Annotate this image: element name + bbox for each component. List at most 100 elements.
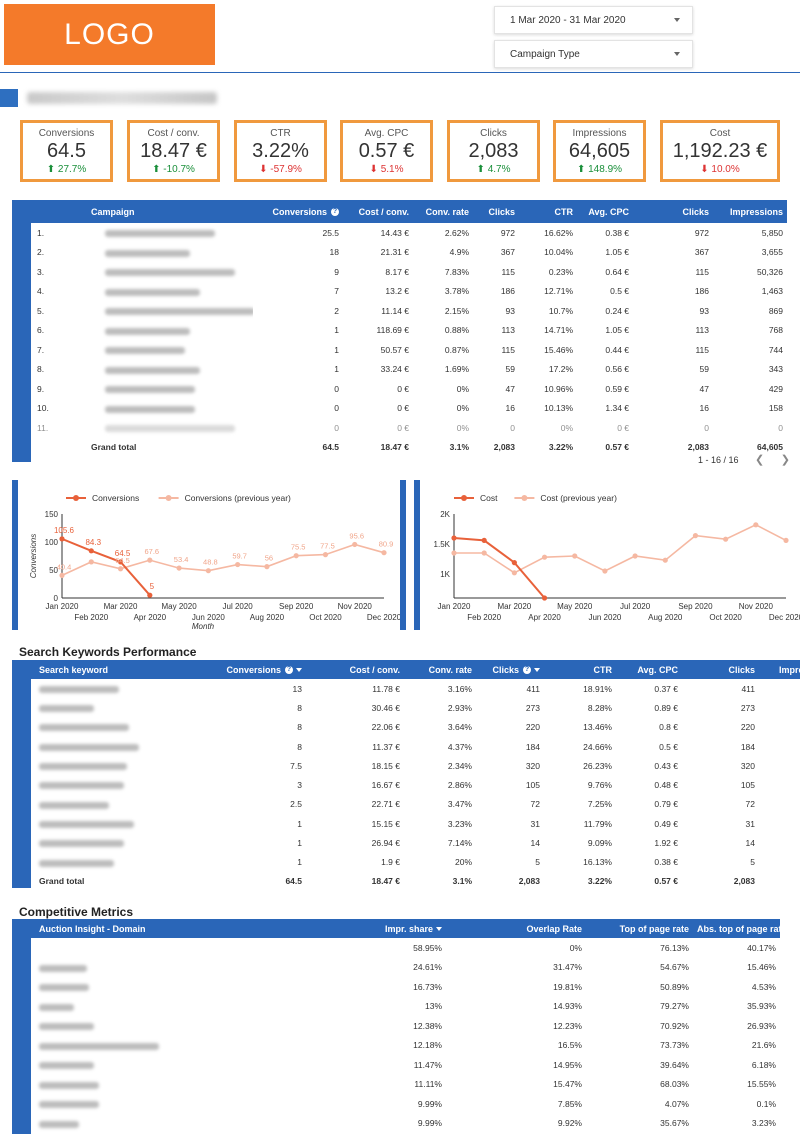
data-point[interactable] xyxy=(176,565,182,571)
data-point[interactable] xyxy=(293,553,299,559)
data-point[interactable] xyxy=(692,533,699,539)
data-point[interactable] xyxy=(117,559,124,565)
info-icon[interactable]: ? xyxy=(331,208,340,217)
campaign-type-dropdown[interactable]: Campaign Type xyxy=(494,40,693,68)
table-row[interactable]: 12.18% 16.5% 73.73% 21.6% xyxy=(31,1036,780,1056)
table-row[interactable]: 11.00 €0%00%0 €000 € xyxy=(31,418,787,438)
date-range-dropdown[interactable]: 1 Mar 2020 - 31 Mar 2020 xyxy=(494,6,693,34)
data-point[interactable] xyxy=(541,554,548,560)
column-header[interactable]: Avg. CPC xyxy=(577,200,633,223)
data-point[interactable] xyxy=(481,537,487,543)
data-point[interactable] xyxy=(381,550,387,556)
column-header[interactable]: Clicks xyxy=(633,200,713,223)
table-row[interactable]: 11.47% 14.95% 39.64% 6.18% xyxy=(31,1055,780,1075)
column-header[interactable]: Impressions xyxy=(759,660,800,679)
column-header[interactable]: Conv. rate xyxy=(404,660,476,679)
column-header[interactable]: Impressions xyxy=(713,200,787,223)
sort-desc-icon[interactable] xyxy=(534,668,540,673)
sort-desc-icon[interactable] xyxy=(296,668,302,673)
table-row[interactable]: 12.38% 12.23% 70.92% 26.93% xyxy=(31,1016,780,1036)
table-row[interactable]: 2.5 22.71 € 3.47% 72 7.25% 0.79 € 72 993 xyxy=(31,795,800,814)
table-row[interactable]: 1 1.9 € 20% 5 16.13% 0.38 € 5 31 xyxy=(31,853,800,872)
data-point[interactable] xyxy=(511,570,517,576)
data-point[interactable] xyxy=(541,595,548,601)
info-icon[interactable]: ? xyxy=(523,666,531,675)
data-point[interactable] xyxy=(511,560,517,566)
legend-item[interactable]: Cost (previous year) xyxy=(514,493,617,503)
table-row[interactable]: 1. 25.5 14.43 € 2.62% 972 16.62% 0.38 € 972 5,85… xyxy=(31,223,787,243)
data-point[interactable] xyxy=(602,568,608,574)
table-row[interactable]: 16.73% 19.81% 50.89% 4.53% xyxy=(31,977,780,997)
column-header[interactable]: Campaign xyxy=(31,200,253,223)
data-point[interactable] xyxy=(753,522,759,528)
column-header[interactable]: Conversions? xyxy=(253,200,343,223)
column-header[interactable]: Abs. top of page rate xyxy=(693,919,787,938)
column-header[interactable]: Conversions? xyxy=(196,660,306,679)
table-row[interactable]: 8 11.37 € 4.37% 184 24.66% 0.5 € 184 746 xyxy=(31,737,800,756)
column-header[interactable]: Cost / conv. xyxy=(343,200,413,223)
data-point[interactable] xyxy=(59,536,65,542)
data-point[interactable] xyxy=(147,557,153,563)
legend-item[interactable]: Conversions (previous year) xyxy=(158,493,291,503)
data-point[interactable] xyxy=(264,564,270,570)
table-row[interactable]: 58.95% 0% 76.13% 40.17% xyxy=(31,938,780,958)
data-point[interactable] xyxy=(147,592,153,598)
legend-item[interactable]: Cost xyxy=(454,493,498,503)
column-header[interactable]: Clicks xyxy=(473,200,519,223)
data-point[interactable] xyxy=(451,550,457,556)
column-header[interactable]: Top of page rate xyxy=(586,919,693,938)
data-point[interactable] xyxy=(632,553,638,559)
sort-desc-icon[interactable] xyxy=(436,927,442,932)
next-page-icon[interactable]: ❯ xyxy=(780,454,790,466)
column-header[interactable]: Search keyword xyxy=(31,660,196,679)
data-point[interactable] xyxy=(572,553,578,559)
column-header[interactable]: Clicks? xyxy=(476,660,544,679)
data-point[interactable] xyxy=(451,535,457,541)
table-row[interactable]: 24.61% 31.47% 54.67% 15.46% xyxy=(31,958,780,978)
column-header[interactable]: Conv. rate xyxy=(413,200,473,223)
data-point[interactable] xyxy=(117,566,124,572)
data-point[interactable] xyxy=(723,536,729,542)
data-point[interactable] xyxy=(783,537,789,543)
column-header[interactable]: Auction Insight - Domain xyxy=(31,919,281,938)
data-point[interactable] xyxy=(322,552,329,558)
data-point[interactable] xyxy=(352,541,358,548)
table-row[interactable]: 9.99% 7.85% 4.07% 0.1% xyxy=(31,1094,780,1114)
data-point[interactable] xyxy=(88,548,94,554)
column-header[interactable]: Avg. CPC xyxy=(616,660,682,679)
data-point[interactable] xyxy=(481,550,487,556)
table-row[interactable]: 11.11% 15.47% 68.03% 15.55% xyxy=(31,1075,780,1095)
table-row[interactable]: 8 30.46 € 2.93% 273 8.28% 0.89 € 273 3,297 xyxy=(31,698,800,717)
data-point[interactable] xyxy=(59,572,65,578)
table-row[interactable]: 8 22.06 € 3.64% 220 13.46% 0.8 € 220 1,634 xyxy=(31,718,800,737)
column-header[interactable]: Clicks xyxy=(682,660,759,679)
info-icon[interactable]: ? xyxy=(285,666,293,675)
data-point[interactable] xyxy=(88,559,94,565)
table-row[interactable]: 7.5 18.15 € 2.34% 320 26.23% 0.43 € 320 1,220 xyxy=(31,756,800,775)
column-header[interactable]: CTR xyxy=(519,200,577,223)
table-row[interactable]: 13 11.78 € 3.16% 411 18.91% 0.37 € 411 2,174 xyxy=(31,679,800,698)
prev-page-icon[interactable]: ❮ xyxy=(755,454,765,466)
column-header[interactable]: Cost / conv. xyxy=(306,660,404,679)
data-point[interactable] xyxy=(662,557,668,563)
data-point[interactable] xyxy=(235,561,241,568)
legend-item[interactable]: Conversions xyxy=(66,493,139,503)
table-row[interactable]: 3 16.67 € 2.86% 105 9.76% 0.48 € 105 1,076 xyxy=(31,775,800,794)
data-point[interactable] xyxy=(205,568,211,574)
table-row[interactable]: 9.99% 9.92% 35.67% 3.23% xyxy=(31,1114,780,1134)
table-row[interactable]: 1 15.15 € 3.23% 31 11.79% 0.49 € 31 263 xyxy=(31,814,800,833)
column-header[interactable]: CTR xyxy=(544,660,616,679)
table-row[interactable]: 13% 14.93% 79.27% 35.93% xyxy=(31,997,780,1017)
table-row[interactable]: 1 26.94 € 7.14% 14 9.09% 1.92 € 14 154 xyxy=(31,833,800,852)
column-header[interactable]: Overlap Rate xyxy=(446,919,586,938)
column-header[interactable]: Impr. share xyxy=(281,919,446,938)
